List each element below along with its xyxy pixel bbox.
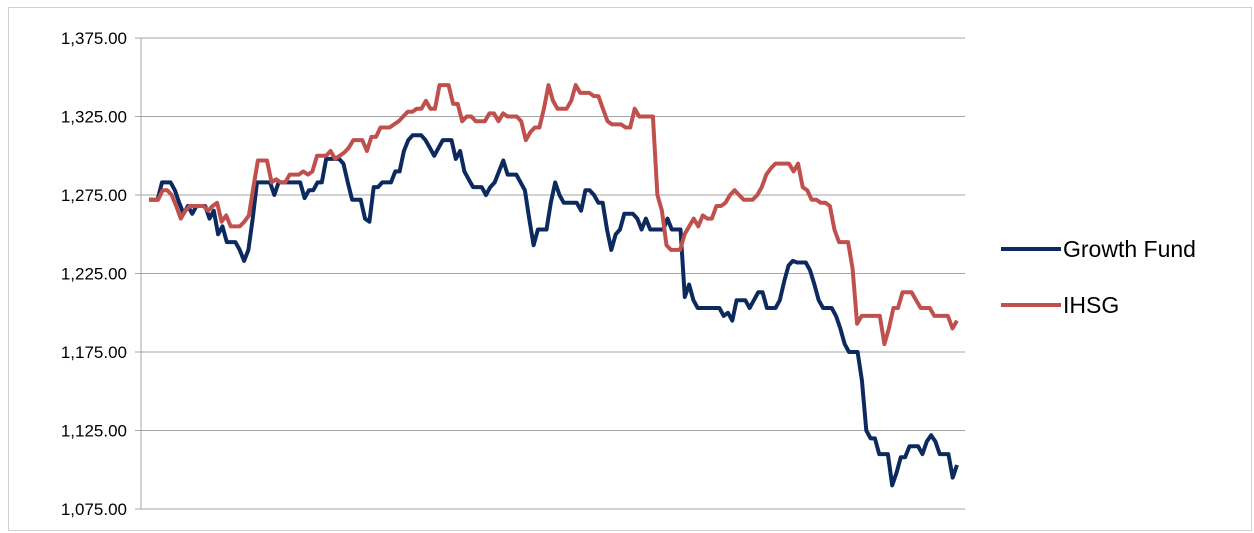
legend-label-ihsg: IHSG: [1063, 292, 1119, 318]
y-tick-label: 1,375.00: [61, 29, 127, 48]
series-lines: [149, 83, 959, 488]
chart-frame: 1,075.00 1,125.00 1,175.00 1,225.00 1,275.00…: [8, 7, 1252, 531]
legend: Growth Fund IHSG: [1001, 236, 1196, 318]
y-axis-tick-labels: 1,075.00 1,125.00 1,175.00 1,225.00 1,275.00…: [61, 29, 127, 519]
y-tick-label: 1,075.00: [61, 500, 127, 519]
gridlines: [135, 37, 965, 510]
line-chart: 1,075.00 1,125.00 1,175.00 1,225.00 1,275.00…: [61, 29, 1196, 519]
series-line-growth-fund: [149, 133, 959, 488]
y-tick-label: 1,275.00: [61, 186, 127, 205]
series-line-ihsg: [149, 83, 959, 347]
y-tick-label: 1,175.00: [61, 343, 127, 362]
legend-label-growth-fund: Growth Fund: [1063, 236, 1196, 262]
y-tick-label: 1,125.00: [61, 422, 127, 441]
y-tick-label: 1,225.00: [61, 265, 127, 284]
y-tick-label: 1,325.00: [61, 108, 127, 127]
